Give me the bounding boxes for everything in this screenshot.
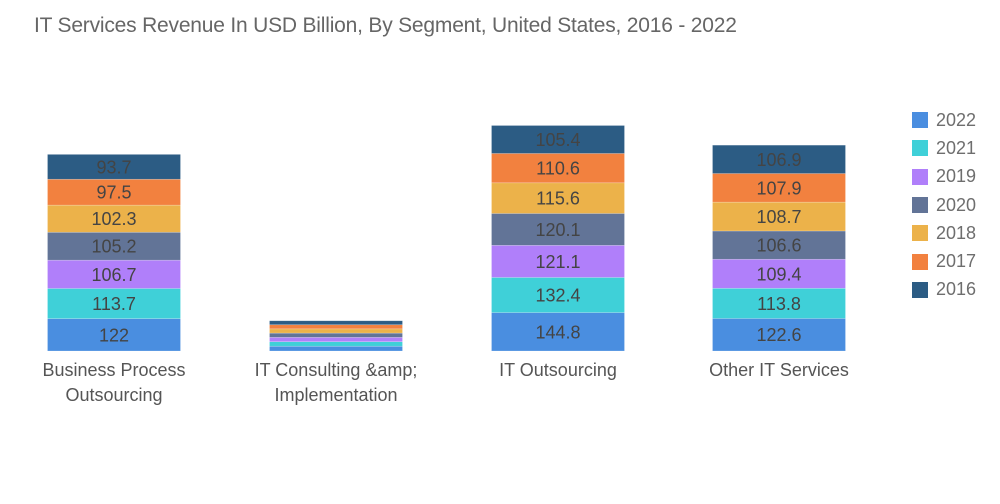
bar-segment-2016 (269, 320, 403, 326)
bar-segment-2017 (47, 178, 181, 206)
legend-item-2021[interactable]: 2021 (912, 134, 976, 162)
legend-item-2022[interactable]: 2022 (912, 106, 976, 134)
legend-item-2020[interactable]: 2020 (912, 191, 976, 219)
bar-segment-2022 (47, 318, 181, 352)
data-label: 105.2 (91, 237, 136, 257)
bar-segment-2020 (712, 230, 846, 260)
data-label: 105.4 (535, 130, 580, 150)
data-label: 108.7 (756, 207, 801, 227)
x-tick-label-line: IT Consulting &amp; (254, 360, 418, 380)
bar-segment-2017 (491, 153, 625, 184)
bar-segment-2022 (712, 318, 846, 352)
bar-segment-2018 (491, 182, 625, 214)
legend-label: 2020 (936, 194, 977, 215)
bar-segment-2021 (712, 287, 846, 319)
bar-segment-2019 (47, 259, 181, 289)
x-tick-label-line: Implementation (274, 385, 398, 405)
data-label: 113.7 (92, 294, 136, 314)
data-label: 120.1 (535, 220, 580, 240)
x-tick-label-line: Business Process (42, 360, 186, 380)
x-tick-label: Business Process Outsourcing (14, 358, 214, 408)
x-tick-label: IT Outsourcing (458, 358, 658, 383)
data-label: 102.3 (91, 209, 136, 229)
legend-swatch (912, 225, 928, 242)
x-tick-label-line: Outsourcing (65, 385, 163, 405)
legend-swatch (912, 168, 928, 185)
legend-swatch (912, 253, 928, 270)
chart-title: IT Services Revenue In USD Billion, By S… (34, 14, 737, 37)
bar-segment-2020 (269, 332, 403, 338)
data-label: 113.8 (757, 294, 801, 314)
data-label: 110.6 (536, 159, 580, 179)
legend-swatch (912, 197, 928, 214)
bar-segment-2021 (491, 277, 625, 313)
bar-segment-2016 (491, 125, 625, 154)
legend-label: 2017 (936, 251, 977, 272)
bar-segment-2016 (712, 144, 846, 174)
x-tick-label: IT Consulting &amp; Implementation (236, 358, 436, 408)
data-label: 122.6 (756, 325, 801, 345)
data-label: 132.4 (535, 286, 580, 306)
data-label: 106.6 (756, 236, 801, 256)
data-label: 106.7 (91, 265, 136, 285)
legend-item-2019[interactable]: 2019 (912, 163, 976, 191)
data-label: 107.9 (756, 178, 801, 198)
data-label: 93.7 (96, 157, 131, 177)
bar-segment-2020 (47, 231, 181, 261)
legend-swatch (912, 112, 928, 129)
bar-segment-2022 (491, 312, 625, 352)
legend-label: 2021 (936, 137, 977, 158)
data-label: 97.5 (96, 183, 131, 203)
bar-segment-2016 (47, 154, 181, 180)
legend-label: 2018 (936, 222, 977, 243)
bar-segment-2017 (269, 324, 403, 330)
legend-label: 2016 (936, 279, 977, 300)
data-label: 121.1 (535, 252, 580, 272)
x-tick-label: Other IT Services (679, 358, 879, 383)
bar-segment-2020 (491, 213, 625, 246)
legend-swatch (912, 140, 928, 157)
bar-segment-2021 (47, 288, 181, 319)
bar-segment-2018 (269, 328, 403, 334)
bar-segment-2019 (269, 337, 403, 343)
bar-segment-2017 (712, 173, 846, 203)
bar-segment-2019 (491, 245, 625, 278)
x-tick-label-line: IT Outsourcing (499, 360, 617, 380)
data-label: 106.9 (756, 150, 801, 170)
data-label: 109.4 (756, 264, 801, 284)
bar-segment-2019 (712, 258, 846, 289)
bar-segment-2021 (269, 341, 403, 347)
data-label: 144.8 (535, 322, 580, 342)
data-label: 122 (99, 325, 129, 345)
data-label: 115.6 (536, 189, 580, 209)
bar-segment-2022 (269, 345, 403, 352)
legend-swatch (912, 281, 928, 298)
legend-item-2016[interactable]: 2016 (912, 276, 976, 304)
x-tick-label-line: Other IT Services (709, 360, 849, 380)
legend: 2022 2021 2019 2020 2018 2017 2016 (912, 106, 976, 304)
legend-label: 2022 (936, 109, 977, 130)
legend-label: 2019 (936, 166, 977, 187)
legend-item-2017[interactable]: 2017 (912, 247, 976, 275)
legend-item-2018[interactable]: 2018 (912, 219, 976, 247)
